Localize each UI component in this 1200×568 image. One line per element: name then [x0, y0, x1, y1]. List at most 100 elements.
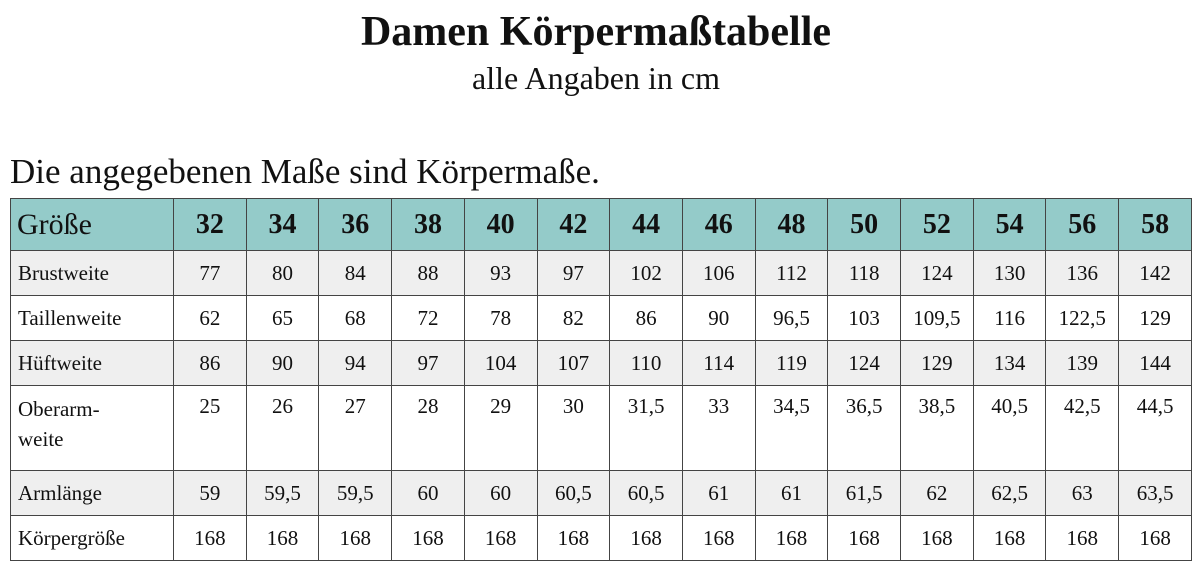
cell: 110 [609, 340, 683, 386]
table-row: Taillenweite 62 65 68 72 78 82 86 90 96,5 103 109,5… [10, 295, 1192, 341]
cell: 29 [463, 385, 538, 471]
size-header: 44 [609, 198, 683, 251]
size-table: Größe 32 34 36 38 40 42 44 46 48 50 52 54 56 58 Brustw… [10, 198, 1192, 561]
cell: 168 [391, 515, 465, 561]
cell: 38,5 [900, 385, 974, 471]
table-row: Brustweite 77 80 84 88 93 97 102 106 112 118 124 130… [10, 250, 1192, 296]
cell: 168 [681, 515, 756, 561]
cell: 142 [1118, 250, 1192, 296]
cell: 96,5 [754, 295, 829, 341]
table-header: Größe 32 34 36 38 40 42 44 46 48 50 52 54 56 58 [10, 198, 1192, 251]
row-label: Taillenweite [10, 295, 174, 341]
cell: 61,5 [827, 470, 902, 516]
cell: 78 [463, 295, 538, 341]
cell: 84 [318, 250, 393, 296]
cell: 65 [245, 295, 320, 341]
cell: 168 [463, 515, 538, 561]
row-label: Brustweite [10, 250, 174, 296]
cell: 144 [1118, 340, 1192, 386]
cell: 168 [1045, 515, 1120, 561]
cell: 107 [536, 340, 611, 386]
cell: 82 [536, 295, 611, 341]
cell: 124 [827, 340, 902, 386]
cell: 168 [245, 515, 320, 561]
cell: 88 [391, 250, 465, 296]
cell: 61 [681, 470, 756, 516]
title: Damen Körpermaßtabelle [360, 9, 832, 55]
cell: 62 [173, 295, 247, 341]
subtitle: alle Angaben in cm [472, 60, 720, 96]
table-row: Armlänge 59 59,5 59,5 60 60 60,5 60,5 61 61 61,5 62… [10, 470, 1192, 516]
size-header: 58 [1118, 198, 1192, 251]
row-label: Armlänge [10, 470, 174, 516]
cell: 33 [681, 385, 756, 471]
size-header: 50 [827, 198, 902, 251]
table-row: Oberarm- weite 25 26 27 28 29 30 31,5 33 34,5 36,5… [10, 385, 1192, 471]
cell: 168 [900, 515, 974, 561]
cell: 60,5 [536, 470, 611, 516]
cell: 134 [972, 340, 1047, 386]
cell: 136 [1045, 250, 1120, 296]
cell: 129 [900, 340, 974, 386]
cell: 97 [391, 340, 465, 386]
size-header: 40 [463, 198, 538, 251]
header-row: Größe 32 34 36 38 40 42 44 46 48 50 52 54 56 58 [10, 198, 1192, 251]
cell: 26 [245, 385, 320, 471]
cell: 86 [609, 295, 683, 341]
cell: 59,5 [318, 470, 393, 516]
size-header: 42 [536, 198, 611, 251]
row-label: Oberarm- weite [10, 385, 174, 471]
cell: 60 [463, 470, 538, 516]
cell: 63,5 [1118, 470, 1192, 516]
cell: 25 [173, 385, 247, 471]
cell: 168 [827, 515, 902, 561]
table-row: Körpergröße 168 168 168 168 168 168 168 168 168 16… [10, 515, 1192, 561]
cell: 63 [1045, 470, 1120, 516]
cell: 103 [827, 295, 902, 341]
cell: 119 [754, 340, 829, 386]
cell: 72 [391, 295, 465, 341]
cell: 129 [1118, 295, 1192, 341]
size-header: 48 [754, 198, 829, 251]
cell: 77 [173, 250, 247, 296]
cell: 28 [391, 385, 465, 471]
cell: 59,5 [245, 470, 320, 516]
table-row: Hüftweite 86 90 94 97 104 107 110 114 119 124 129 13… [10, 340, 1192, 386]
cell: 168 [609, 515, 683, 561]
size-header: 34 [245, 198, 320, 251]
cell: 31,5 [609, 385, 683, 471]
cell: 80 [245, 250, 320, 296]
cell: 90 [245, 340, 320, 386]
cell: 97 [536, 250, 611, 296]
cell: 62,5 [972, 470, 1047, 516]
cell: 112 [754, 250, 829, 296]
cell: 124 [900, 250, 974, 296]
cell: 93 [463, 250, 538, 296]
cell: 168 [1118, 515, 1192, 561]
row-label: Körpergröße [10, 515, 174, 561]
cell: 34,5 [754, 385, 829, 471]
cell: 168 [972, 515, 1047, 561]
cell: 106 [681, 250, 756, 296]
cell: 90 [681, 295, 756, 341]
size-header: 46 [681, 198, 756, 251]
cell: 60 [391, 470, 465, 516]
note: Die angegebenen Maße sind Körpermaße. [10, 152, 600, 191]
cell: 30 [536, 385, 611, 471]
size-header: 36 [318, 198, 393, 251]
cell: 104 [463, 340, 538, 386]
size-header: 32 [173, 198, 247, 251]
cell: 86 [173, 340, 247, 386]
cell: 102 [609, 250, 683, 296]
cell: 109,5 [900, 295, 974, 341]
cell: 60,5 [609, 470, 683, 516]
cell: 168 [754, 515, 829, 561]
cell: 122,5 [1045, 295, 1120, 341]
cell: 168 [173, 515, 247, 561]
cell: 139 [1045, 340, 1120, 386]
size-header: 52 [900, 198, 974, 251]
cell: 94 [318, 340, 393, 386]
size-header: 56 [1045, 198, 1120, 251]
cell: 68 [318, 295, 393, 341]
